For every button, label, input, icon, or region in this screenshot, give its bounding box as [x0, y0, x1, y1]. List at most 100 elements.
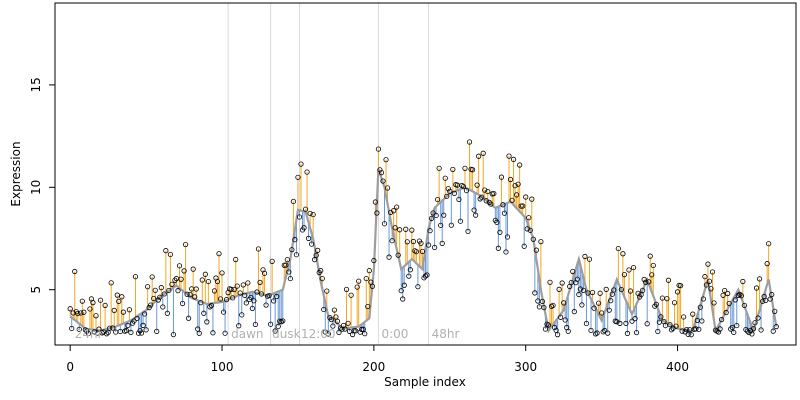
data-point: [606, 307, 612, 313]
data-point: [107, 325, 113, 331]
data-point: [688, 332, 694, 338]
data-point: [717, 326, 723, 332]
data-point: [473, 212, 479, 218]
data-point: [275, 323, 281, 329]
data-point: [398, 288, 404, 294]
data-point: [530, 236, 536, 242]
data-point: [67, 306, 73, 312]
data-point: [445, 186, 451, 192]
data-point: [558, 314, 564, 320]
data-point: [343, 286, 350, 293]
data-point: [715, 329, 722, 335]
data-point: [319, 275, 325, 282]
data-point: [466, 139, 473, 145]
data-point: [190, 266, 196, 272]
data-point: [363, 275, 369, 282]
residual-segments: [69, 141, 777, 335]
data-point: [205, 278, 211, 285]
data-point: [626, 267, 632, 273]
data-point: [143, 327, 149, 333]
data-point: [559, 280, 565, 286]
data-point: [419, 248, 426, 255]
data-point: [479, 194, 485, 200]
data-point: [589, 289, 596, 296]
data-point: [87, 306, 93, 312]
data-point: [483, 198, 489, 204]
data-point: [510, 156, 517, 162]
data-point: [220, 309, 227, 315]
data-point: [182, 241, 189, 248]
data-point: [517, 162, 523, 168]
data-point: [667, 322, 673, 328]
region-label: 0:00: [381, 327, 408, 341]
data-point: [116, 298, 122, 305]
data-point: [649, 272, 655, 278]
data-point: [705, 261, 711, 267]
data-point: [378, 170, 385, 176]
data-point: [151, 295, 157, 302]
data-point: [541, 304, 547, 311]
data-point: [384, 185, 391, 191]
data-point: [255, 246, 262, 252]
data-point: [148, 302, 154, 308]
data-point: [494, 219, 500, 225]
data-point: [175, 288, 181, 294]
data-point: [728, 326, 734, 332]
data-point: [336, 329, 342, 336]
data-point: [79, 298, 85, 304]
data-point: [69, 325, 75, 332]
data-point: [618, 286, 624, 293]
region-dividers: [227, 3, 430, 345]
data-point: [697, 304, 703, 310]
data-point: [462, 165, 468, 171]
data-point: [179, 300, 186, 307]
data-point: [444, 193, 450, 199]
data-point: [632, 316, 638, 322]
data-point: [289, 247, 295, 253]
data-point: [514, 192, 520, 198]
data-point: [354, 284, 360, 290]
data-point: [193, 286, 199, 292]
data-point: [313, 252, 319, 258]
data-point: [353, 328, 359, 334]
data-point: [315, 247, 321, 253]
data-point: [486, 199, 492, 205]
data-point: [749, 331, 755, 337]
data-point: [211, 288, 218, 294]
data-point: [640, 287, 646, 293]
data-point: [135, 330, 142, 336]
data-point: [72, 268, 78, 275]
x-tick-label: 200: [362, 360, 385, 374]
data-point: [615, 245, 621, 252]
data-point: [542, 326, 549, 332]
data-point: [91, 329, 98, 335]
data-point: [366, 268, 372, 274]
data-point: [655, 328, 661, 335]
data-point: [571, 309, 577, 315]
data-point: [240, 282, 246, 288]
data-point: [160, 304, 166, 310]
data-point: [239, 312, 245, 318]
data-point: [684, 326, 690, 333]
data-point: [404, 239, 410, 245]
data-point: [391, 208, 397, 214]
data-point: [302, 206, 309, 212]
data-point: [436, 165, 442, 171]
data-point: [433, 212, 439, 219]
x-tick-label: 400: [666, 360, 689, 374]
data-point: [772, 308, 778, 314]
data-point: [693, 326, 699, 332]
data-point: [216, 251, 222, 257]
data-point: [562, 317, 568, 323]
data-point: [428, 215, 435, 221]
data-point: [280, 318, 286, 324]
data-point: [248, 294, 254, 301]
data-point: [720, 292, 726, 298]
data-point: [741, 302, 747, 309]
data-point: [304, 169, 310, 175]
data-point: [400, 296, 406, 302]
data-point: [744, 328, 751, 334]
data-point: [230, 295, 236, 301]
data-point: [597, 290, 603, 296]
data-point: [465, 228, 471, 235]
